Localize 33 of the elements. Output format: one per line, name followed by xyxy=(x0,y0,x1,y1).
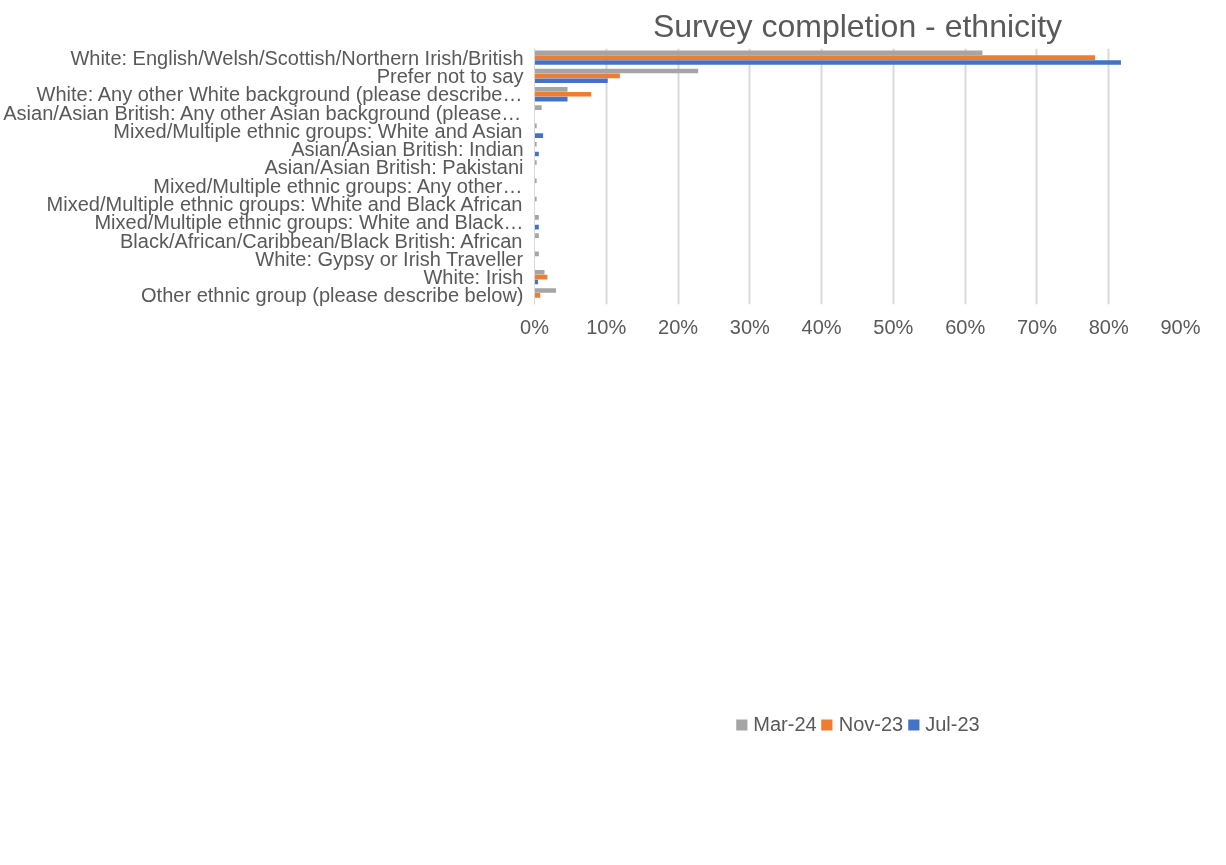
x-tick-label: 0% xyxy=(520,315,550,338)
bar xyxy=(534,288,557,293)
bar xyxy=(534,91,592,97)
bar xyxy=(534,233,539,238)
x-tick-label: 90% xyxy=(1160,315,1201,338)
bar xyxy=(534,141,537,147)
bar xyxy=(534,133,544,138)
bar xyxy=(534,78,608,84)
y-tick-label: White: Gypsy or Irish Traveller xyxy=(255,247,524,270)
bar xyxy=(534,50,983,56)
bar xyxy=(534,178,537,184)
legend-label: Jul-23 xyxy=(925,712,980,736)
bar xyxy=(534,60,1121,65)
bar xyxy=(534,215,539,220)
bar xyxy=(534,293,541,298)
y-tick-label: Other ethnic group (please describe below) xyxy=(141,284,524,307)
x-tick-label: 60% xyxy=(945,315,986,338)
x-tick-label: 30% xyxy=(729,315,771,338)
bar xyxy=(534,87,568,92)
bar xyxy=(534,269,545,275)
x-tick-label: 70% xyxy=(1016,315,1058,338)
y-tick-label: Asian/Asian British: Pakistani xyxy=(264,156,524,179)
x-tick-label: 50% xyxy=(873,315,914,338)
legend-label: Nov-23 xyxy=(838,712,904,736)
x-tick-label: 80% xyxy=(1088,315,1129,338)
chart-title: Survey completion - ethnicity xyxy=(652,7,1063,44)
bar xyxy=(534,160,537,165)
legend-label: Mar-24 xyxy=(753,712,817,736)
x-tick-label: 20% xyxy=(658,315,699,338)
bar xyxy=(534,55,1096,60)
bar xyxy=(534,105,542,110)
x-tick-label: 10% xyxy=(586,315,627,338)
x-tick-label: 40% xyxy=(801,315,842,338)
